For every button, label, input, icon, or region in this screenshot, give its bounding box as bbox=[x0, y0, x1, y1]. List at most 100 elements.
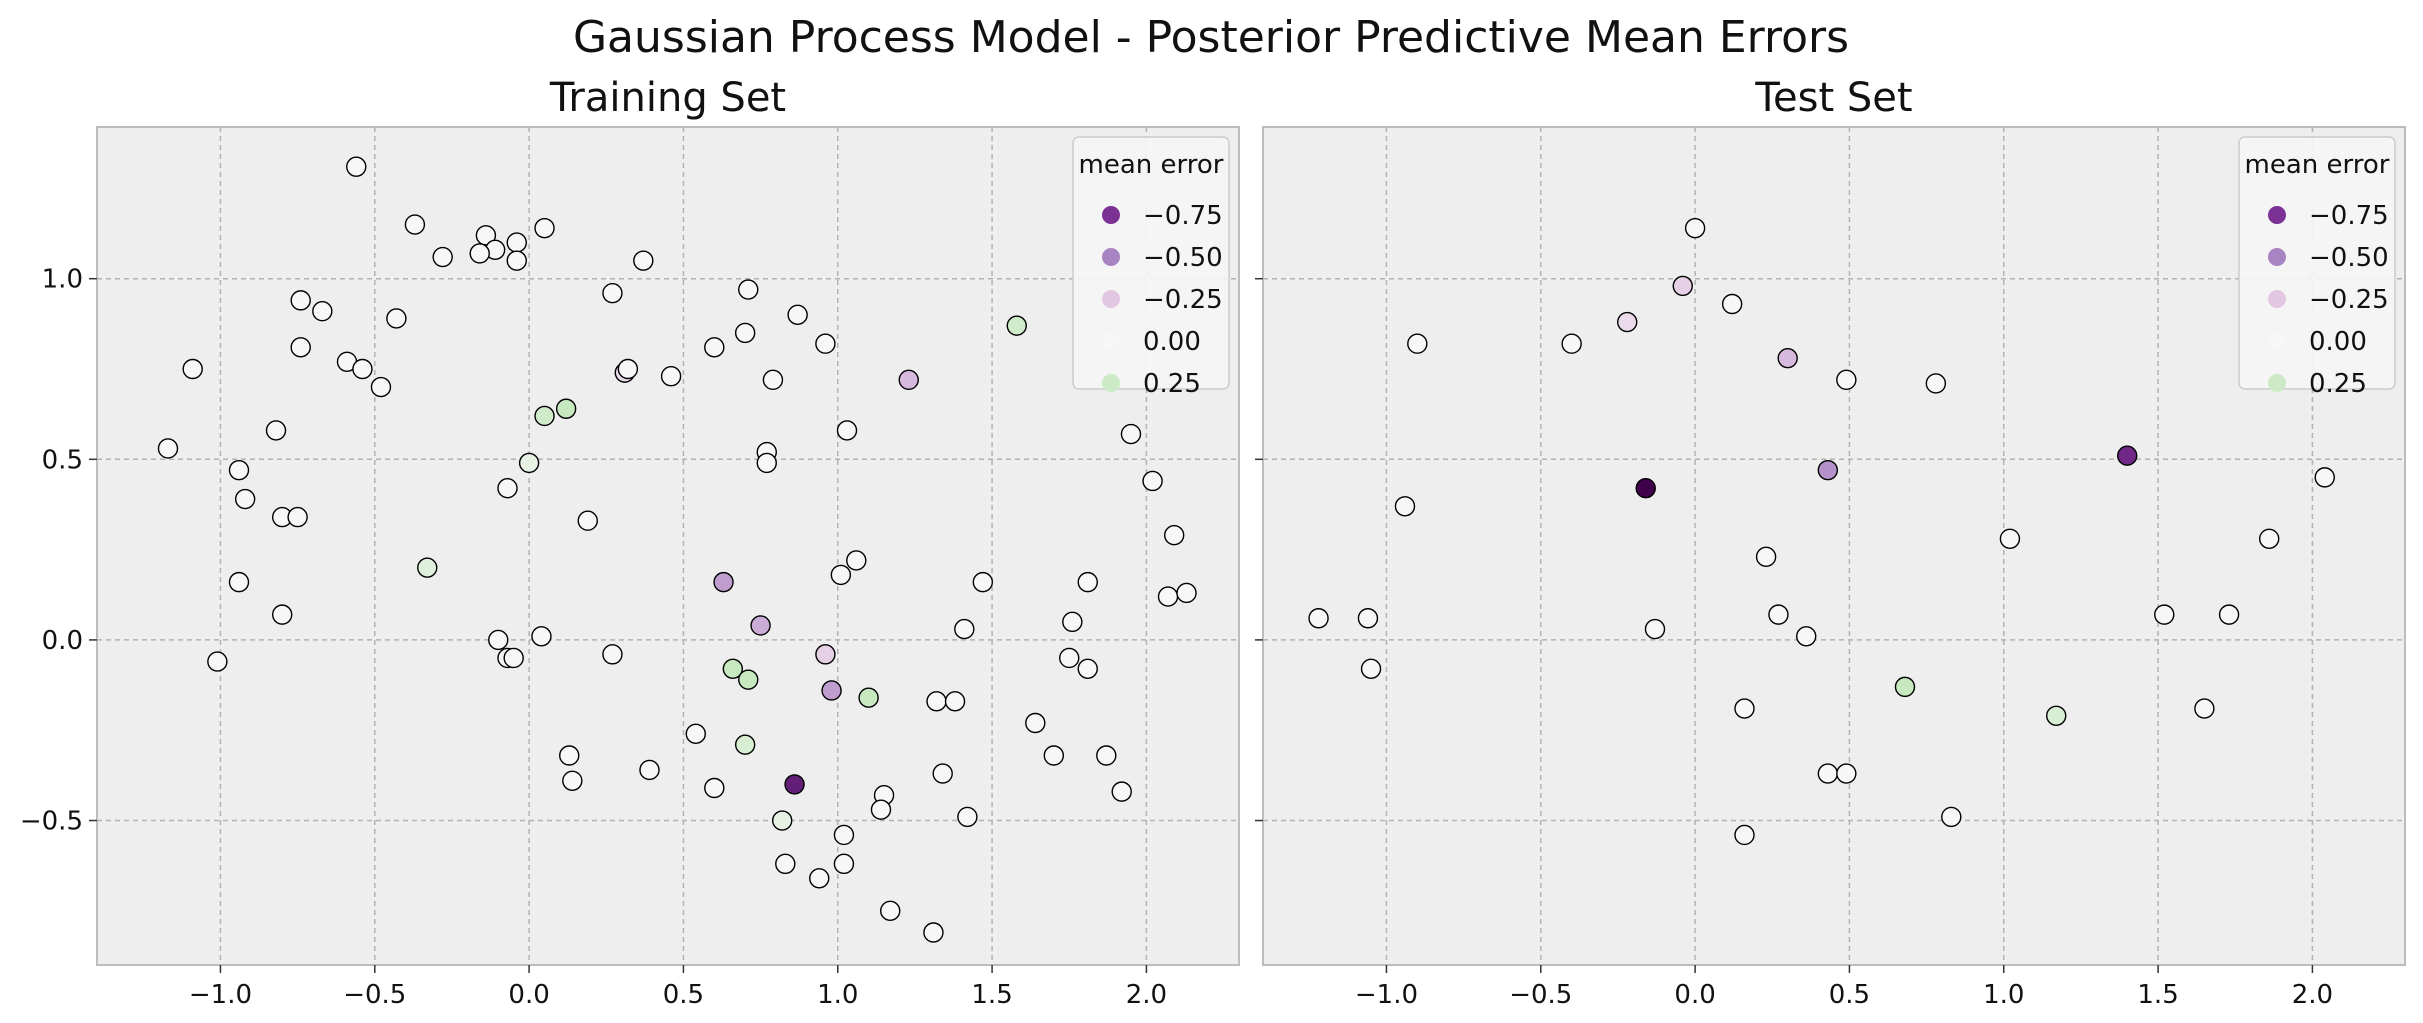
scatter-point bbox=[506, 232, 527, 253]
legend-marker bbox=[2268, 374, 2286, 392]
scatter-point bbox=[534, 217, 555, 239]
scatter-point bbox=[713, 571, 734, 593]
legend-label: 0.25 bbox=[2309, 369, 2367, 399]
scatter-point bbox=[1617, 311, 1638, 333]
scatter-point bbox=[734, 322, 756, 344]
scatter-point bbox=[932, 763, 953, 784]
scatter-point bbox=[2117, 445, 2138, 466]
scatter-point bbox=[469, 243, 490, 264]
scatter-point bbox=[880, 900, 901, 922]
scatter-point bbox=[1142, 470, 1163, 492]
data-points bbox=[157, 156, 1197, 943]
scatter-point bbox=[497, 478, 518, 499]
scatter-point bbox=[772, 810, 793, 831]
x-tick-label: 1.5 bbox=[971, 980, 1012, 1010]
scatter-point bbox=[1043, 745, 1065, 766]
legend-marker bbox=[1102, 206, 1120, 224]
scatter-point bbox=[1768, 604, 1789, 625]
scatter-point bbox=[290, 290, 311, 311]
scatter-point bbox=[704, 777, 725, 799]
scatter-point bbox=[352, 358, 373, 380]
scatter-point bbox=[836, 420, 858, 441]
scatter-point bbox=[417, 557, 438, 578]
scatter-point bbox=[660, 366, 682, 387]
scatter-point bbox=[1006, 315, 1027, 336]
scatter-point bbox=[734, 734, 756, 755]
scatter-point bbox=[1777, 347, 1798, 369]
scatter-point bbox=[2194, 698, 2215, 719]
scatter-point bbox=[234, 488, 256, 510]
scatter-point bbox=[1734, 698, 1755, 719]
y-tick-label: 0.5 bbox=[42, 445, 83, 475]
scatter-point bbox=[475, 225, 497, 246]
scatter-point bbox=[271, 604, 293, 625]
scatter-point bbox=[1894, 676, 1916, 698]
x-tick-label: 2.0 bbox=[1126, 980, 1167, 1010]
plot-frame bbox=[96, 126, 1240, 966]
scatter-point bbox=[1394, 496, 1416, 517]
scatter-point bbox=[559, 745, 580, 766]
scatter-point bbox=[1163, 524, 1185, 546]
legend-marker bbox=[2268, 248, 2286, 266]
legend-marker bbox=[1102, 374, 1120, 392]
scatter-point bbox=[1062, 611, 1083, 633]
scatter-point bbox=[821, 680, 842, 701]
scatter-point bbox=[1734, 824, 1755, 846]
scatter-point bbox=[1077, 571, 1098, 593]
scatter-point bbox=[2314, 467, 2335, 488]
scatter-point bbox=[722, 658, 744, 680]
scatter-point bbox=[954, 618, 975, 640]
scatter-point bbox=[1059, 647, 1080, 669]
scatter-point bbox=[1357, 608, 1379, 629]
scatter-point bbox=[762, 369, 784, 391]
scatter-point bbox=[506, 250, 527, 271]
scatter-point bbox=[809, 868, 830, 889]
legend-marker bbox=[1102, 332, 1120, 350]
y-tick-label: 0.0 bbox=[42, 626, 83, 656]
scatter-point bbox=[602, 644, 623, 665]
x-tick-label: 0.5 bbox=[663, 980, 704, 1010]
scatter-point bbox=[1561, 333, 1582, 354]
x-tick-label: 2.0 bbox=[2292, 980, 2333, 1010]
scatter-point bbox=[157, 438, 179, 459]
scatter-point bbox=[1635, 478, 1656, 499]
scatter-point bbox=[1817, 459, 1839, 481]
scatter-point bbox=[555, 398, 577, 419]
scatter-point bbox=[1836, 369, 1857, 391]
legend-label: −0.75 bbox=[1143, 201, 1223, 231]
scatter-point bbox=[531, 626, 552, 647]
scatter-point bbox=[2154, 604, 2175, 625]
scatter-point bbox=[577, 510, 598, 531]
legend-label: −0.50 bbox=[1143, 243, 1223, 273]
figure-title: Gaussian Process Model - Posterior Predi… bbox=[573, 12, 1849, 63]
legend-label: 0.00 bbox=[2309, 327, 2367, 357]
scatter-point bbox=[1755, 546, 1777, 568]
legend: mean error −0.75 −0.50 −0.25 0.00 0.25 bbox=[1072, 136, 1230, 399]
scatter-point bbox=[290, 337, 311, 358]
scatter-point bbox=[926, 691, 947, 712]
scatter-point bbox=[386, 308, 407, 329]
plot-frame bbox=[1262, 126, 2406, 966]
scatter-point bbox=[2258, 528, 2280, 549]
x-tick-label: 0.0 bbox=[1674, 980, 1715, 1010]
legend-marker bbox=[1102, 290, 1120, 308]
scatter-point bbox=[972, 571, 994, 593]
scatter-point bbox=[704, 337, 725, 358]
legend-marker bbox=[2268, 290, 2286, 308]
scatter-point bbox=[1360, 658, 1382, 680]
scatter-point bbox=[639, 759, 660, 781]
plot-area bbox=[97, 127, 1239, 965]
scatter-point bbox=[503, 647, 524, 669]
test-set-panel: −1.0 −0.5 0.0 0.5 1.0 1.5 2.0 Test Set mean erro… bbox=[1255, 75, 2406, 1010]
scatter-point bbox=[775, 853, 796, 875]
scatter-point bbox=[858, 687, 879, 708]
scatter-point bbox=[2046, 705, 2067, 726]
x-tick-label: 1.5 bbox=[2137, 980, 2178, 1010]
legend-label: −0.25 bbox=[2309, 285, 2389, 315]
legend-marker bbox=[1102, 248, 1120, 266]
scatter-point bbox=[228, 459, 250, 481]
scatter-point bbox=[602, 282, 623, 304]
scatter-point bbox=[2218, 604, 2240, 625]
scatter-point bbox=[1111, 781, 1132, 802]
scatter-point bbox=[1672, 275, 1693, 297]
